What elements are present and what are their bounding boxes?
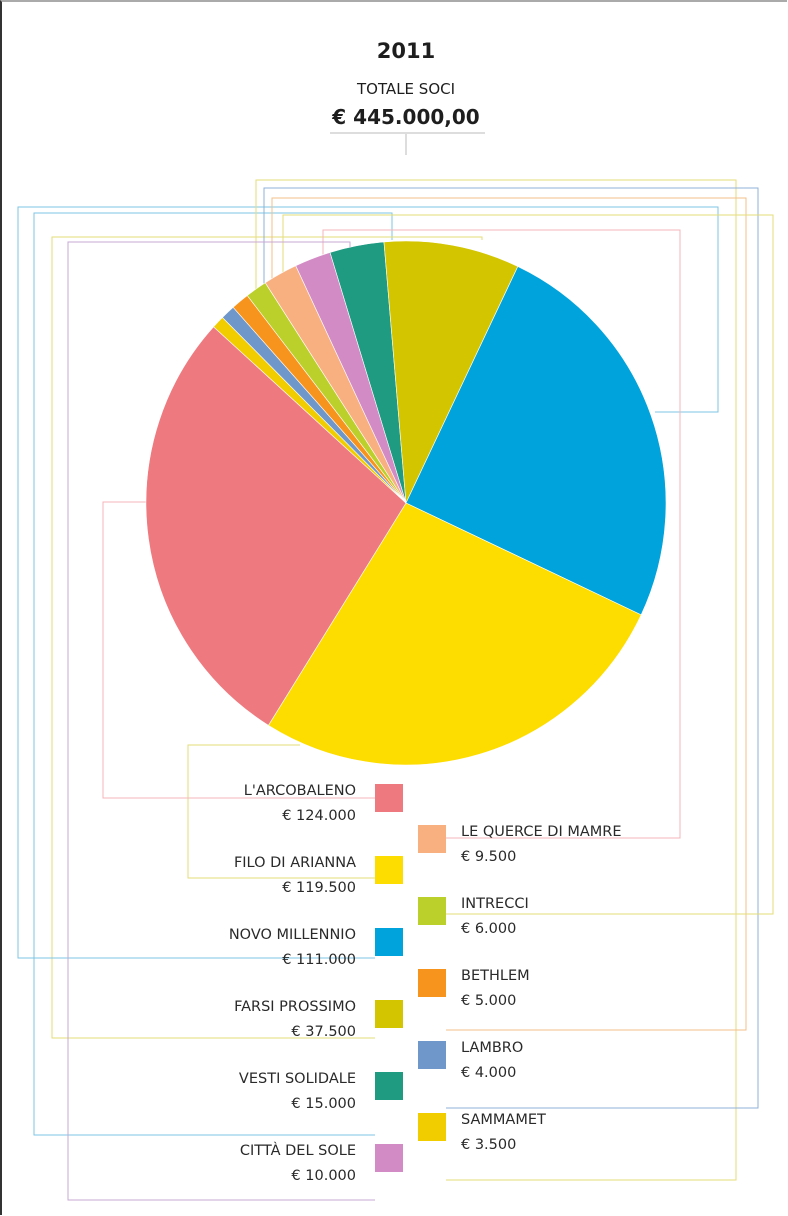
legend-label-farsi-prossimo: FARSI PROSSIMO (234, 999, 356, 1015)
legend-value-farsi-prossimo: € 37.500 (291, 1024, 356, 1040)
legend-label-bethlem: BETHLEM (461, 968, 530, 984)
legend-swatch-novo-millennio (375, 928, 403, 956)
legend-value-filo-di-arianna: € 119.500 (282, 880, 356, 896)
legend-swatch-bethlem (418, 969, 446, 997)
legend-swatch-filo-di-arianna (375, 856, 403, 884)
legend-label-citta-del-sole: CITTÀ DEL SOLE (240, 1142, 356, 1159)
leader-line-lambro (263, 187, 759, 1109)
legend-label-intrecci: INTRECCI (461, 896, 529, 912)
legend-label-sammamet: SAMMAMET (461, 1112, 546, 1128)
pie-slice-filo-di-arianna (268, 502, 642, 766)
legend-value-intrecci: € 6.000 (461, 921, 516, 937)
pie-slice-l-arcobaleno (145, 326, 407, 726)
legend: L'ARCOBALENO € 124.000 FILO DI ARIANNA € 11… (229, 783, 622, 1184)
leader-line-sammamet (255, 179, 737, 1181)
chart-subtitle: TOTALE SOCI (356, 80, 455, 98)
pie-slice-novo-millennio (405, 266, 667, 616)
legend-swatch-lambro (418, 1041, 446, 1069)
leader-line-farsi-prossimo (51, 236, 483, 1039)
legend-label-lambro: LAMBRO (461, 1040, 523, 1056)
leader-line-vesti-solidale (33, 212, 393, 1136)
leader-line-le-querce-di-mamre (322, 229, 681, 839)
legend-label-filo-di-arianna: FILO DI ARIANNA (234, 855, 356, 871)
legend-swatch-citta-del-sole (375, 1144, 403, 1172)
legend-value-bethlem: € 5.000 (461, 993, 516, 1009)
chart-year: 2011 (377, 39, 435, 63)
legend-value-citta-del-sole: € 10.000 (291, 1168, 356, 1184)
leader-line-filo-di-arianna (187, 744, 375, 879)
legend-value-sammamet: € 3.500 (461, 1137, 516, 1153)
legend-swatch-le-querce-di-mamre (418, 825, 446, 853)
pie-slice-citta-del-sole (295, 252, 407, 504)
legend-value-l-arcobaleno: € 124.000 (282, 808, 356, 824)
leader-line-citta-del-sole (67, 241, 375, 1201)
legend-label-le-querce-di-mamre: LE QUERCE DI MAMRE (461, 824, 622, 840)
legend-swatch-farsi-prossimo (375, 1000, 403, 1028)
legend-label-vesti-solidale: VESTI SOLIDALE (239, 1071, 356, 1087)
legend-swatch-intrecci (418, 897, 446, 925)
legend-value-lambro: € 4.000 (461, 1065, 516, 1081)
legend-value-vesti-solidale: € 15.000 (291, 1096, 356, 1112)
pie-slice-farsi-prossimo (383, 240, 519, 505)
legend-label-l-arcobaleno: L'ARCOBALENO (244, 783, 356, 799)
legend-label-novo-millennio: NOVO MILLENNIO (229, 927, 356, 943)
legend-swatch-vesti-solidale (375, 1072, 403, 1100)
leader-line-bethlem (271, 197, 747, 1031)
chart-total: € 445.000,00 (331, 105, 479, 129)
leader-lines (17, 179, 774, 1201)
legend-value-novo-millennio: € 111.000 (282, 952, 356, 968)
leader-line-intrecci (282, 214, 774, 915)
legend-swatch-l-arcobaleno (375, 784, 403, 812)
pie-slices (145, 240, 667, 766)
leader-line-larcobaleno (102, 501, 375, 799)
leader-line-novo-millennio (17, 206, 719, 959)
legend-value-le-querce-di-mamre: € 9.500 (461, 849, 516, 865)
legend-swatch-sammamet (418, 1113, 446, 1141)
